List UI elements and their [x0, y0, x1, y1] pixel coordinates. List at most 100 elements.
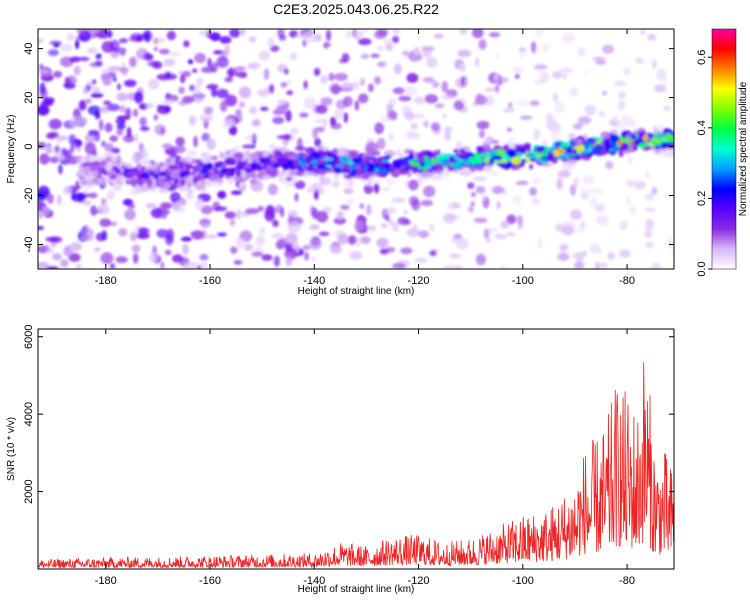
noise-blob — [456, 237, 469, 250]
noise-blob — [207, 57, 212, 68]
noise-blob — [391, 197, 406, 203]
noise-blob — [47, 131, 59, 138]
noise-blob — [460, 76, 465, 87]
noise-blob — [52, 252, 62, 261]
noise-blob — [358, 93, 369, 104]
noise-blob — [495, 54, 500, 60]
noise-blob — [82, 86, 89, 95]
ridge-blob — [116, 174, 123, 180]
noise-blob — [342, 96, 353, 107]
noise-blob — [249, 106, 258, 115]
noise-blob — [199, 261, 209, 269]
ridge-blob — [476, 146, 483, 155]
ridge-blob — [233, 145, 242, 150]
x-tick-label: -120 — [408, 275, 430, 287]
noise-blob — [359, 203, 365, 209]
noise-blob — [430, 122, 441, 131]
noise-blob — [671, 248, 674, 256]
ridge-blob — [632, 139, 642, 143]
ridge-blob — [124, 163, 130, 169]
ridge-blob — [215, 163, 221, 167]
noise-blob — [410, 122, 418, 130]
ridge-blob — [158, 187, 169, 194]
noise-blob — [320, 177, 332, 186]
noise-blob — [201, 132, 210, 142]
snr-series-line — [38, 362, 674, 569]
ridge-blob — [462, 159, 468, 165]
ridge-blob — [420, 161, 425, 168]
noise-blob — [59, 43, 73, 52]
noise-blob — [594, 203, 606, 213]
ridge-blob — [283, 144, 288, 149]
noise-blob — [115, 256, 128, 264]
noise-blob — [423, 120, 429, 128]
ridge-blob — [209, 169, 215, 174]
ridge-blob — [351, 168, 357, 177]
noise-blob — [385, 214, 390, 222]
ridge-blob — [101, 178, 106, 187]
noise-blob — [500, 220, 509, 229]
ridge-blob — [379, 168, 388, 174]
noise-blob — [185, 191, 194, 200]
noise-blob — [164, 71, 171, 79]
ridge-blob — [492, 150, 502, 155]
noise-blob — [214, 206, 228, 212]
noise-blob — [122, 134, 135, 143]
noise-blob — [94, 247, 101, 252]
noise-blob — [283, 133, 292, 141]
ridge-blob — [475, 156, 483, 165]
noise-blob — [294, 146, 307, 151]
noise-blob — [106, 103, 121, 112]
ridge-blob — [78, 167, 85, 172]
heatmap-blobs — [38, 29, 674, 269]
noise-blob — [357, 38, 372, 46]
ridge-blob — [141, 172, 147, 179]
noise-blob — [512, 195, 522, 204]
noise-blob — [654, 84, 667, 93]
noise-blob — [216, 88, 229, 99]
ridge-blob — [475, 166, 486, 171]
noise-blob — [148, 252, 160, 263]
ridge-blob — [359, 179, 369, 184]
noise-blob — [245, 208, 259, 215]
ridge-blob — [525, 152, 536, 158]
ridge-blob — [571, 148, 578, 156]
noise-blob — [360, 53, 370, 60]
noise-blob — [145, 203, 157, 209]
noise-blob — [500, 264, 506, 269]
noise-blob — [181, 236, 192, 242]
noise-blob — [550, 131, 560, 141]
noise-blob — [590, 188, 604, 195]
x-tick-label: -180 — [95, 275, 117, 287]
noise-blob — [206, 234, 218, 239]
noise-blob — [322, 118, 328, 128]
noise-blob — [397, 217, 409, 226]
ridge-blob — [438, 159, 444, 164]
noise-blob — [579, 187, 592, 193]
ridge-blob — [249, 152, 259, 160]
noise-blob — [411, 199, 421, 211]
ridge-blob — [79, 157, 84, 164]
ridge-blob — [305, 155, 316, 163]
noise-blob — [46, 248, 55, 254]
noise-blob — [199, 218, 211, 228]
noise-blob — [101, 229, 108, 241]
ridge-blob — [183, 169, 191, 176]
noise-blob — [76, 29, 87, 36]
noise-blob — [269, 83, 275, 94]
noise-blob — [112, 76, 117, 82]
ridge-blob — [470, 166, 476, 173]
noise-blob — [75, 264, 82, 269]
noise-blob — [506, 232, 517, 237]
noise-blob — [470, 191, 476, 198]
noise-blob — [363, 207, 374, 216]
ridge-blob — [496, 162, 507, 166]
noise-blob — [251, 119, 261, 127]
noise-blob — [110, 263, 116, 269]
noise-blob — [159, 127, 165, 135]
noise-blob — [470, 201, 475, 207]
ridge-blob — [410, 161, 420, 167]
ridge-blob — [651, 140, 659, 145]
noise-blob — [189, 84, 196, 92]
ridge-blob — [491, 155, 503, 160]
